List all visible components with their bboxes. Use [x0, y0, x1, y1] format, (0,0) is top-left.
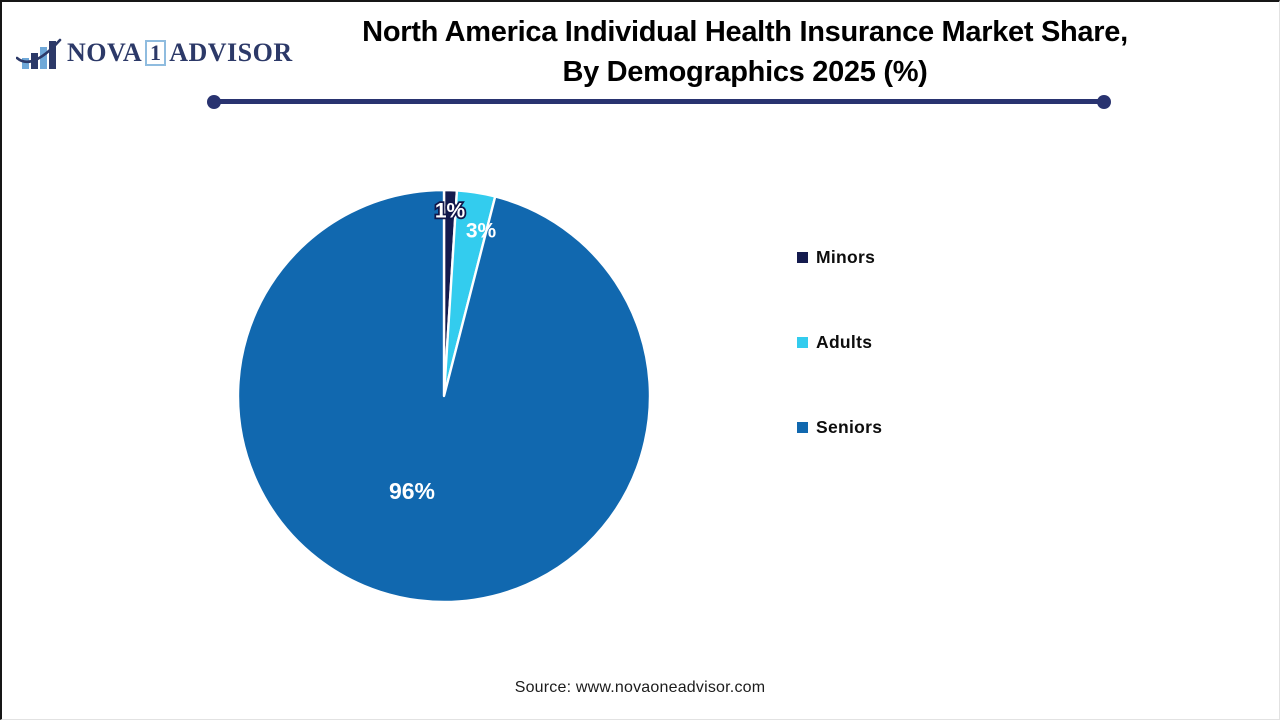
chart-title-line-2: By Demographics 2025 (%): [562, 56, 928, 88]
pie-data-label-minors: 1%: [435, 200, 466, 223]
brand-one-badge: 1: [145, 40, 167, 66]
title-underline-rule: [207, 94, 1111, 109]
chart-title-line-1: North America Individual Health Insuranc…: [362, 16, 1128, 48]
legend-item-seniors[interactable]: Seniors: [797, 417, 882, 437]
chart-legend: Minors Adults Seniors: [797, 247, 882, 502]
pie-data-label-adults: 3%: [466, 220, 497, 243]
legend-label-minors: Minors: [816, 246, 876, 267]
brand-logo: NOVA 1 ADVISOR: [16, 34, 293, 72]
brand-word-nova: NOVA: [67, 38, 143, 67]
legend-label-seniors: Seniors: [816, 416, 883, 437]
pie-data-label-seniors: 96%: [389, 478, 435, 504]
legend-label-adults: Adults: [816, 331, 873, 352]
bar-chart-swoosh-icon: [16, 38, 62, 69]
source-caption: Source: www.novaoneadvisor.com: [514, 679, 766, 696]
legend-item-adults[interactable]: Adults: [797, 332, 882, 352]
legend-swatch-minors: [797, 251, 808, 263]
legend-swatch-adults: [797, 336, 808, 348]
brand-wordmark: NOVA 1 ADVISOR: [67, 38, 293, 68]
chart-title: North America Individual Health Insuranc…: [240, 12, 1250, 92]
legend-item-minors[interactable]: Minors: [797, 247, 882, 267]
pie-slice-seniors[interactable]: [236, 188, 652, 604]
brand-word-advisor: ADVISOR: [169, 38, 293, 67]
legend-swatch-seniors: [797, 421, 808, 433]
